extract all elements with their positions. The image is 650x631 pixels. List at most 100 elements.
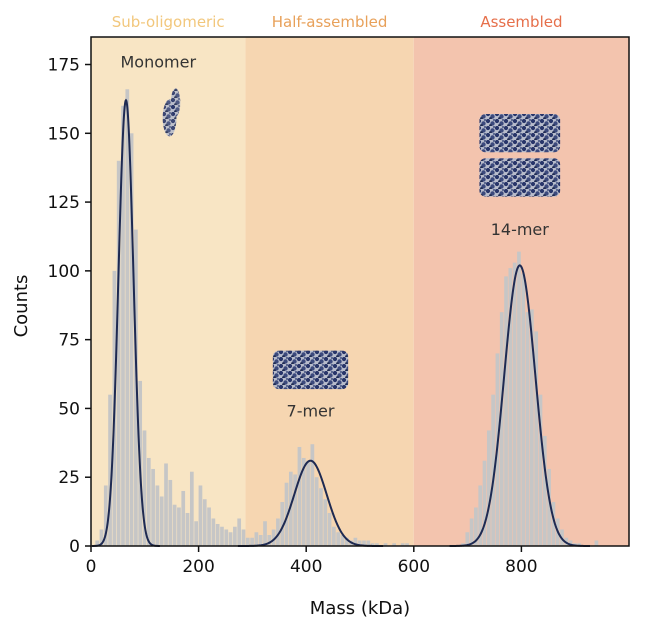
histogram-bar xyxy=(362,540,366,546)
histogram-bar xyxy=(280,501,285,546)
histogram-bar xyxy=(383,543,388,546)
ring-block xyxy=(479,158,561,197)
x-tick-label: 800 xyxy=(505,557,537,577)
x-tick-label: 0 xyxy=(86,557,97,577)
histogram-bar xyxy=(353,537,358,546)
x-tick-label: 600 xyxy=(398,557,430,577)
histogram-bar xyxy=(116,160,121,547)
region-band-1 xyxy=(245,37,414,546)
y-tick-label: 150 xyxy=(48,124,80,144)
histogram-bar xyxy=(108,394,112,546)
histogram-bar xyxy=(254,532,259,546)
histogram-bar xyxy=(534,331,539,546)
14-mer-structure xyxy=(479,114,561,197)
histogram-bar xyxy=(465,532,470,546)
ring-block xyxy=(479,114,561,153)
histogram-bar xyxy=(336,532,341,546)
histogram-bar xyxy=(159,496,164,546)
y-tick-label: 175 xyxy=(48,56,80,76)
peak-label-1: 7-mer xyxy=(287,402,335,421)
histogram-bar xyxy=(172,504,177,546)
peak-label-0: Monomer xyxy=(120,52,196,71)
histogram-bar xyxy=(194,521,198,546)
peak-label-2: 14-mer xyxy=(491,220,550,239)
y-tick-label: 0 xyxy=(69,537,80,557)
histogram-bar xyxy=(478,485,483,546)
histogram-bar xyxy=(482,460,487,546)
histogram-bar xyxy=(263,521,267,546)
ring-block xyxy=(272,350,349,390)
histogram-bar xyxy=(258,534,263,546)
histogram-bar xyxy=(547,468,551,546)
x-axis-label: Mass (kDa) xyxy=(310,598,410,619)
histogram-bar xyxy=(142,430,147,546)
histogram-bar xyxy=(517,251,521,546)
histogram-bar xyxy=(327,512,332,546)
histogram-bar xyxy=(366,540,371,546)
histogram-bar xyxy=(224,529,229,546)
histogram-bar xyxy=(568,540,573,546)
y-tick-label: 50 xyxy=(58,399,80,419)
histogram-bar xyxy=(121,105,125,546)
histogram-bar xyxy=(151,468,155,546)
histogram-bar xyxy=(530,309,534,546)
histogram-bar xyxy=(99,529,104,546)
histogram-bar xyxy=(504,276,508,546)
plot-frame xyxy=(90,36,630,547)
histogram-bar xyxy=(551,501,556,546)
histogram-bar xyxy=(306,460,310,546)
histogram-bar xyxy=(220,526,224,546)
histogram-bar xyxy=(525,312,530,546)
y-tick-label: 25 xyxy=(58,468,80,488)
x-tick-label: 400 xyxy=(290,557,322,577)
histogram-bar xyxy=(189,471,194,546)
histogram-bar xyxy=(340,534,345,546)
histogram-bar xyxy=(125,89,130,547)
histogram-bar xyxy=(392,543,396,546)
histogram-bar xyxy=(512,262,517,546)
y-axis-label: Counts xyxy=(11,275,32,338)
histogram-bar xyxy=(276,518,280,546)
7-mer-structure xyxy=(272,350,349,390)
histogram-bar xyxy=(469,518,474,546)
fit-curve-0 xyxy=(92,98,160,547)
region-label-2: Assembled xyxy=(480,13,562,31)
y-tick-label: 125 xyxy=(48,193,80,213)
histogram-bar xyxy=(168,479,173,546)
histogram-bar xyxy=(267,534,272,546)
histogram-bar xyxy=(211,518,216,546)
histogram-bar xyxy=(499,312,504,546)
histogram-bar xyxy=(538,394,543,546)
histogram-bar xyxy=(207,507,211,546)
histogram-bar xyxy=(250,537,254,546)
histogram-bar xyxy=(577,543,582,546)
region-label-0: Sub-oligomeric xyxy=(112,13,225,31)
histogram-bar xyxy=(332,526,336,546)
histogram-bar xyxy=(202,499,207,546)
histogram-bar xyxy=(198,485,203,546)
histogram-bar xyxy=(594,540,599,546)
x-tick-label: 200 xyxy=(182,557,214,577)
y-tick-label: 100 xyxy=(48,262,80,282)
histogram-bar xyxy=(486,430,491,546)
histogram-bar xyxy=(129,133,134,546)
histogram-bar xyxy=(508,268,513,546)
histogram-bar xyxy=(95,540,100,546)
region-label-1: Half-assembled xyxy=(272,13,388,31)
annotation-labels: Sub-oligomeric Half-assembled Assembled Mon… xyxy=(112,13,563,421)
axes: 0 200 400 600 800 0 25 50 75 100 125 150 175 xyxy=(48,36,630,577)
histogram-bar xyxy=(357,540,362,546)
monomer-blob xyxy=(170,88,181,117)
fit-curve-1 xyxy=(237,459,384,547)
histogram-bar xyxy=(233,526,237,546)
histogram-bar xyxy=(155,485,160,546)
histogram-bar xyxy=(241,529,246,546)
fit-curves xyxy=(92,98,590,547)
histogram-bar xyxy=(474,507,478,546)
monomer-structure xyxy=(162,88,181,137)
histogram-bar xyxy=(344,537,349,546)
histogram-bar xyxy=(228,532,233,546)
histogram-bar xyxy=(310,444,315,546)
histogram-bar xyxy=(405,543,409,546)
